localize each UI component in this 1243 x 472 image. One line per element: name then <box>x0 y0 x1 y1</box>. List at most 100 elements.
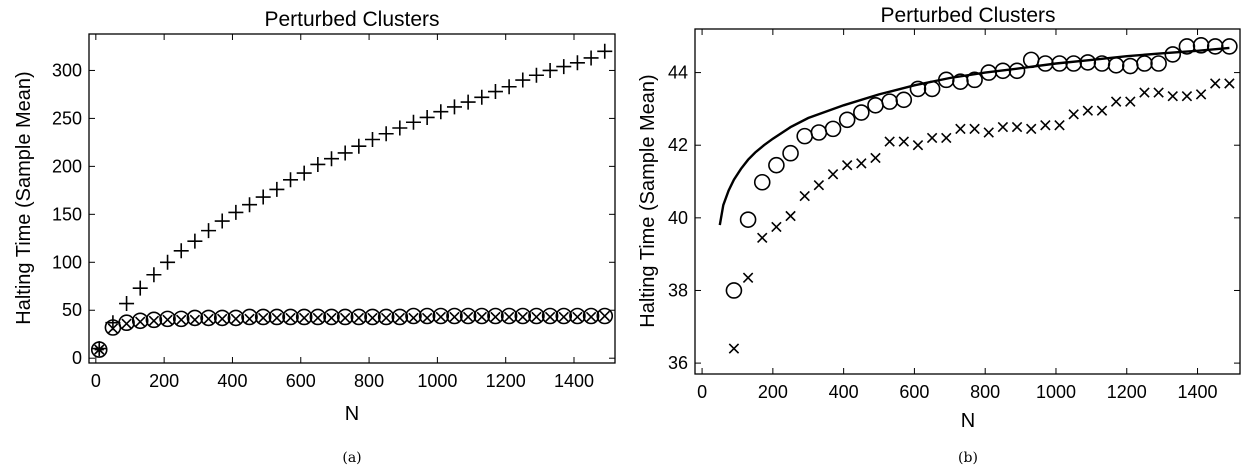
chart-b-point-x <box>1195 89 1207 100</box>
chart-b-point-circle <box>1051 55 1068 72</box>
chart-b-point-circle <box>810 124 828 141</box>
chart-a-point-x <box>572 311 583 323</box>
chart-a-point-x <box>162 314 173 326</box>
chart-a-point-plus <box>460 94 476 110</box>
chart-b-point-circle <box>796 127 814 145</box>
chart-a-point-circle <box>323 308 340 326</box>
chart-b-point-x <box>969 123 980 135</box>
chart-b-point-circle <box>1008 62 1026 80</box>
chart-a-point-plus <box>487 84 503 100</box>
chart-b-point-circle <box>881 93 898 110</box>
chart-a-point-plus <box>337 145 353 161</box>
chart-a-point-x <box>203 313 214 325</box>
chart-a-point-plus <box>583 50 599 66</box>
chart-b-point-x <box>1110 96 1122 107</box>
chart-b-point-circle <box>838 111 856 129</box>
chart-b-point-x <box>983 127 994 138</box>
chart-b-point-circle <box>1037 55 1054 72</box>
chart-a-ylabel: Halting Time (Sample Mean) <box>13 71 35 324</box>
chart-b-xtick-label: 0 <box>697 382 707 402</box>
chart-b-xtick-label: 1200 <box>1107 382 1147 402</box>
chart-b-point-circle <box>966 71 983 89</box>
chart-a-point-circle <box>90 341 108 358</box>
chart-b-xlabel: N <box>961 410 975 432</box>
chart-a-point-x <box>107 323 119 334</box>
chart-b-frame <box>694 28 1241 375</box>
chart-a-point-plus <box>433 104 449 120</box>
chart-a-xtick-label: 1400 <box>554 371 594 391</box>
chart-a-ytick-label: 200 <box>52 156 82 176</box>
chart-b-xtick-label: 200 <box>758 382 788 402</box>
chart-a-point-plus <box>569 55 585 71</box>
chart-a-point-x <box>367 312 378 324</box>
chart-b-xtick-label: 600 <box>899 382 929 402</box>
chart-a-point-x <box>216 313 228 325</box>
chart-b-point-x <box>827 169 839 180</box>
chart-a-xtick-label: 600 <box>286 371 316 391</box>
chart-b-point-x <box>955 123 966 135</box>
chart-a-point-plus <box>310 156 326 172</box>
chart-a-point-plus <box>269 181 285 197</box>
chart-a-point-asterisk <box>94 344 104 355</box>
chart-a-ytick-label: 250 <box>52 108 82 128</box>
chart-b-point-x <box>1096 105 1108 116</box>
chart-a-point-x <box>490 311 501 323</box>
chart-b-point-x <box>898 136 910 147</box>
chart-a-point-x <box>230 313 242 325</box>
chart-b-point-x <box>728 343 740 354</box>
chart-b-point-x <box>1040 120 1051 131</box>
chart-a-point-x <box>176 314 187 326</box>
chart-a-ytick-label: 100 <box>52 252 82 272</box>
chart-b-ytick-label: 40 <box>668 208 688 228</box>
chart-a-point-plus <box>515 72 531 88</box>
chart-a-xtick-label: 1200 <box>486 371 526 391</box>
chart-a-point-circle <box>213 309 231 327</box>
chart-b-point-circle <box>768 156 785 174</box>
chart-a-point-x <box>585 311 597 323</box>
chart-a-ytick-label: 0 <box>72 348 82 368</box>
chart-a-point-plus <box>160 254 176 270</box>
chart-a-point-plus <box>242 197 258 213</box>
chart-a-point-circle <box>364 308 381 326</box>
chart-b-point-x <box>1011 121 1023 133</box>
chart-b-title: Perturbed Clusters <box>880 4 1055 27</box>
chart-a-point-x <box>394 312 406 324</box>
chart-b-point-x <box>941 132 952 144</box>
chart-b-point-circle <box>1065 55 1082 72</box>
chart-b-point-x <box>841 159 853 171</box>
chart-a-point-circle <box>391 308 409 326</box>
chart-b-ticks: 0 200 400 600 800 1000 1200 1400 36 38 40 42 44 <box>668 29 1240 402</box>
chart-a-frame <box>88 33 616 364</box>
chart-b-point-x <box>1054 120 1065 131</box>
chart-a-point-plus <box>324 151 340 167</box>
chart-a-ytick-label: 50 <box>62 300 82 320</box>
chart-b-point-circle <box>1150 55 1167 72</box>
chart-a-point-circle <box>159 310 176 328</box>
chart-b-point-circle <box>867 96 884 114</box>
chart-a-point-circle <box>336 308 354 326</box>
chart-a-point-circle <box>528 307 545 325</box>
chart-a-point-plus <box>173 243 189 259</box>
chart-a-point-x <box>408 312 419 324</box>
chart-a-xtick-label: 400 <box>217 371 247 391</box>
chart-b-ytick-label: 36 <box>668 353 688 373</box>
chart-a-point-plus <box>214 213 230 229</box>
chart-a-point-x <box>531 311 542 323</box>
chart-a-point-plus <box>542 62 558 78</box>
chart-b-point-circle <box>725 282 743 299</box>
chart-a-point-x <box>257 312 269 324</box>
chart-a-point-plus <box>556 59 572 75</box>
chart-b-ytick-label: 42 <box>668 135 688 155</box>
chart-a-point-circle <box>268 308 286 326</box>
chart-a-point-x <box>339 312 351 324</box>
chart-b-point-circle <box>853 104 870 121</box>
chart-a-point-plus <box>146 267 162 283</box>
chart-b-xtick-label: 800 <box>970 382 1000 402</box>
chart-a-point-x <box>435 311 447 323</box>
chart-a-point-x <box>244 313 255 325</box>
chart-a-ytick-label: 300 <box>52 60 82 80</box>
chart-b-point-x <box>1153 87 1164 98</box>
chart-a-point-circle <box>377 308 395 326</box>
chart-b-caption: (b) <box>958 450 978 466</box>
chart-b-point-x <box>1082 105 1094 116</box>
